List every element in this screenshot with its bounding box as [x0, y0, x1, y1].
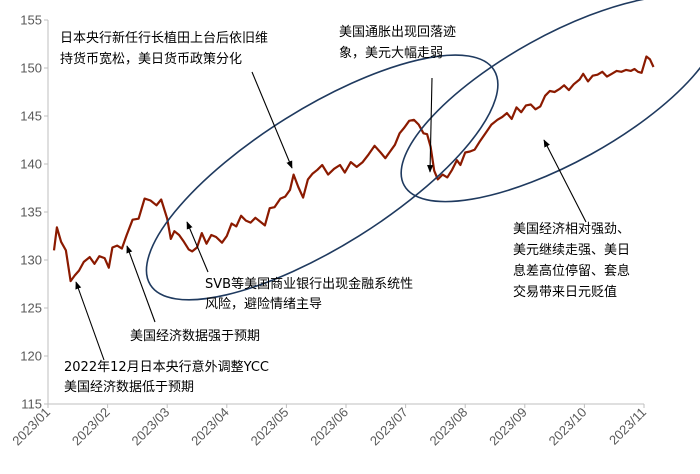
chart-series	[52, 55, 655, 283]
annotation-text: 美国经济数据强于预期	[130, 329, 260, 344]
arrow-to-aug-oct	[543, 139, 587, 223]
y-tick-label: 135	[20, 205, 42, 220]
x-tick-label: 2023/11	[606, 405, 649, 448]
highlight-ellipse-aug-oct	[400, 0, 700, 203]
usd-jpy-line	[52, 55, 655, 283]
y-tick-label: 145	[20, 109, 42, 124]
x-tick-label: 2023/03	[128, 405, 172, 449]
annotation-text: 美国通胀出现回落迹	[339, 25, 456, 40]
y-tick-label: 125	[20, 301, 42, 316]
annotation-text: 息差高位停留、套息	[513, 263, 630, 279]
x-tick-label: 2023/02	[69, 405, 113, 449]
annotation-text: 美国经济数据低于预期	[64, 380, 194, 395]
annotation-text: 象，美元大幅走弱	[339, 46, 443, 61]
annotation-text: SVB等美国商业银行出现金融系统性	[205, 276, 413, 292]
highlight-ellipse-apr-jul	[145, 54, 499, 301]
annotation-text: 风险，避险情绪主导	[205, 297, 322, 312]
arrow-data-strong	[126, 245, 156, 323]
annotation-text: 持货币宽松，美日货币政策分化	[60, 51, 242, 67]
x-tick-label: 2023/07	[367, 405, 411, 449]
arrow-ycc	[75, 281, 105, 361]
annotation-text: 2022年12月日本央行意外调整YCC	[64, 359, 269, 375]
y-tick-label: 150	[20, 61, 42, 76]
x-tick-label: 2023/08	[426, 405, 470, 449]
annotation-text: 交易带来日元贬值	[513, 284, 617, 300]
arrow-svb	[186, 221, 209, 273]
annotation-text: 美元继续走强、美日	[513, 243, 630, 258]
x-tick-label: 2023/10	[546, 405, 590, 449]
x-tick-label: 2023/04	[188, 405, 232, 449]
y-tick-label: 120	[20, 349, 42, 364]
y-tick-label: 140	[20, 157, 42, 172]
y-tick-label: 155	[20, 13, 42, 28]
y-tick-label: 115	[21, 397, 42, 412]
x-tick-label: 2023/09	[486, 405, 530, 449]
annotation-text: 日本央行新任行长植田上台后依旧维	[60, 30, 268, 46]
x-tick-label: 2023/06	[307, 405, 351, 449]
arrow-to-jul-drop	[427, 77, 434, 173]
arrow-to-apr-jul	[251, 71, 293, 169]
x-tick-label: 2023/05	[248, 405, 292, 449]
annotation-text: 美国经济相对强劲、	[513, 222, 630, 237]
y-tick-label: 130	[20, 253, 42, 268]
